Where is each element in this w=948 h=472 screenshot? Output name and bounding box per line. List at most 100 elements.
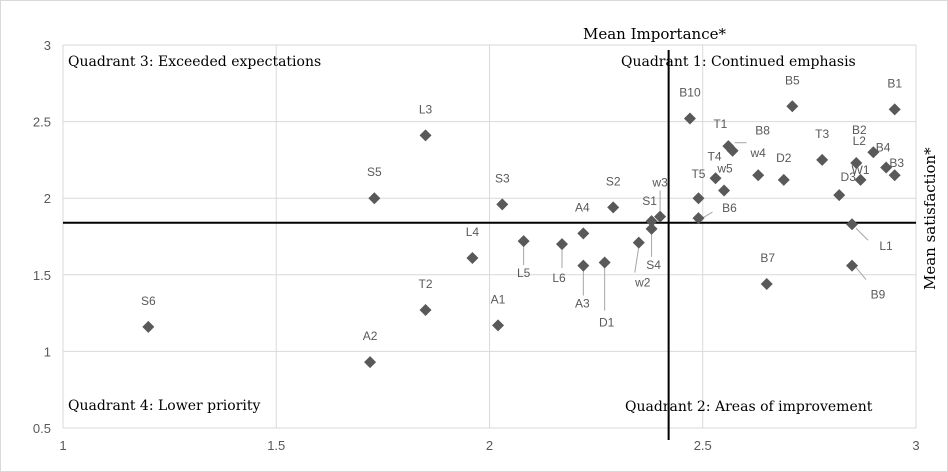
- point-label-S4: S4: [646, 258, 661, 272]
- point-marker-w4: [752, 169, 765, 182]
- point-marker-B4: [880, 161, 893, 174]
- x-tick-label: 2: [486, 438, 493, 453]
- y-tick-label: 0.5: [33, 421, 51, 436]
- point-label-B2: B2: [852, 123, 867, 137]
- point-marker-T1: [722, 140, 735, 153]
- point-label-S6: S6: [141, 294, 156, 308]
- point-label-D2: D2: [776, 151, 792, 165]
- quadrant-1-label: Quadrant 1: Continued emphasis: [621, 54, 856, 70]
- point-marker-A3: [577, 259, 590, 272]
- point-label-B8: B8: [755, 124, 770, 138]
- point-label-B6: B6: [722, 201, 737, 215]
- point-marker-S5: [368, 192, 381, 205]
- point-label-B9: B9: [871, 288, 886, 302]
- point-marker-A2: [364, 356, 377, 369]
- point-label-L1: L1: [879, 239, 893, 253]
- point-marker-T2: [419, 304, 432, 317]
- point-marker-W1: [854, 173, 867, 186]
- y-tick-label: 1: [44, 344, 51, 359]
- point-label-L2: L2: [853, 134, 867, 148]
- leader-line-B6: [702, 211, 713, 219]
- y-tick-label: 2: [44, 191, 51, 206]
- x-tick-label: 1.5: [267, 438, 285, 453]
- point-label-S1: S1: [642, 194, 657, 208]
- point-label-B5: B5: [785, 73, 800, 87]
- leader-line-w2: [634, 246, 640, 273]
- x-tick-label: 2.5: [694, 438, 712, 453]
- point-marker-L3: [419, 129, 432, 142]
- point-marker-B10: [683, 112, 696, 125]
- x-tick-label: 3: [912, 438, 919, 453]
- x-axis-title: Mean Importance*: [583, 25, 726, 43]
- point-marker-D1: [598, 256, 611, 269]
- point-marker-B7: [760, 277, 773, 290]
- point-label-B10: B10: [679, 86, 701, 100]
- point-label-T1: T1: [713, 117, 727, 131]
- point-label-S2: S2: [606, 174, 621, 188]
- point-label-D1: D1: [599, 316, 615, 330]
- point-marker-B9: [846, 259, 859, 272]
- point-label-A2: A2: [363, 329, 378, 343]
- grid: [62, 44, 917, 429]
- point-label-A4: A4: [575, 200, 590, 214]
- point-marker-A1: [492, 319, 505, 332]
- quadrant-dividers: [63, 50, 916, 440]
- point-label-w4: w4: [750, 146, 767, 160]
- point-marker-L1: [846, 218, 859, 231]
- point-marker-S2: [607, 201, 620, 214]
- point-label-A1: A1: [491, 292, 506, 306]
- point-label-T4: T4: [708, 149, 722, 163]
- point-marker-S6: [142, 320, 155, 333]
- point-marker-L5: [517, 235, 530, 248]
- point-label-L6: L6: [552, 271, 566, 285]
- x-tick-label: 1: [59, 438, 66, 453]
- point-label-W1: W1: [852, 163, 870, 177]
- point-label-B1: B1: [887, 76, 902, 90]
- point-marker-L4: [466, 251, 479, 264]
- point-marker-T5: [692, 192, 705, 205]
- point-marker-D3: [833, 189, 846, 202]
- point-label-B7: B7: [760, 251, 775, 265]
- tick-labels: 0.5 1 1.5 2 2.5 3 1 1.5 2 2.5 3: [33, 38, 920, 453]
- point-marker-B5: [786, 100, 799, 113]
- point-marker-B3: [888, 169, 901, 182]
- point-marker-S1: [645, 215, 658, 228]
- point-label-A3: A3: [575, 297, 590, 311]
- point-marker-A4: [577, 227, 590, 240]
- leader-lines: [523, 142, 869, 311]
- point-label-w2: w2: [634, 276, 651, 290]
- point-marker-S3: [496, 198, 509, 211]
- quadrant-3-label: Quadrant 3: Exceeded expectations: [68, 54, 321, 70]
- quadrant-2-label: Quadrant 2: Areas of improvement: [625, 399, 873, 415]
- point-marker-w5: [718, 184, 731, 197]
- point-label-w5: w5: [716, 162, 733, 176]
- point-marker-T3: [816, 153, 829, 166]
- leader-line-B9: [855, 267, 867, 280]
- point-label-L3: L3: [419, 102, 433, 116]
- quadrant-labels: Quadrant 3: Exceeded expectations Quadra…: [68, 54, 873, 415]
- point-marker-B6: [692, 212, 705, 225]
- point-label-w3: w3: [651, 176, 668, 190]
- point-label-S3: S3: [495, 171, 510, 185]
- point-marker-w3: [654, 210, 667, 223]
- y-axis-title: Mean satisfaction*: [921, 147, 939, 290]
- point-marker-B1: [888, 103, 901, 116]
- point-label-B4: B4: [876, 141, 891, 155]
- point-label-T5: T5: [691, 167, 705, 181]
- data-points: [142, 100, 901, 369]
- point-label-L4: L4: [466, 225, 480, 239]
- y-tick-label: 1.5: [33, 268, 51, 283]
- point-label-T3: T3: [815, 127, 829, 141]
- point-label-L5: L5: [517, 266, 531, 280]
- quadrant-4-label: Quadrant 4: Lower priority: [68, 398, 261, 414]
- point-label-D3: D3: [841, 170, 857, 184]
- point-label-S5: S5: [367, 165, 382, 179]
- point-marker-w2: [632, 236, 645, 249]
- point-marker-S4: [645, 222, 658, 235]
- point-marker-B2: [867, 146, 880, 159]
- point-label-T2: T2: [419, 277, 433, 291]
- y-tick-label: 3: [44, 38, 51, 53]
